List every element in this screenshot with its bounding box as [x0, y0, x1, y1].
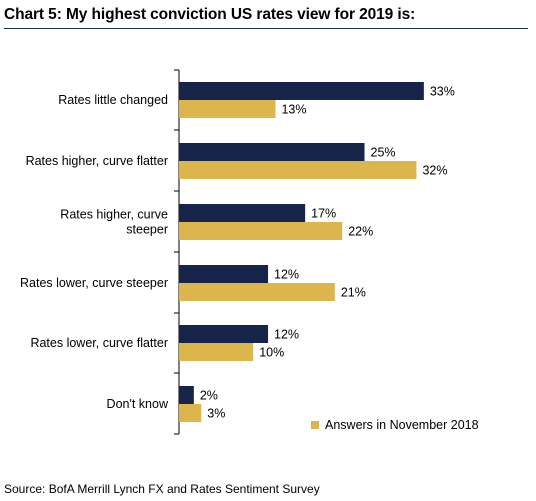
data-label: 33% [430, 85, 455, 99]
bar-november-2018 [179, 100, 276, 118]
bar-current [179, 265, 269, 283]
bar-november-2018 [179, 283, 335, 301]
data-label: 2% [200, 389, 218, 403]
bar-current [179, 82, 424, 100]
data-label: 3% [207, 407, 225, 421]
data-label: 17% [311, 207, 336, 221]
legend-swatch-november-2018 [311, 421, 319, 429]
bar-current [179, 204, 306, 222]
data-label: 21% [341, 286, 366, 300]
legend-label: Answers in November 2018 [325, 418, 479, 432]
category-label: Rates little changed [58, 93, 168, 107]
source-note: Source: BofA Merrill Lynch FX and Rates … [4, 482, 320, 496]
bar-november-2018 [179, 222, 343, 240]
bar-november-2018 [179, 343, 254, 361]
category-label: Rates higher, curve steeper [60, 208, 168, 237]
data-label: 32% [422, 164, 447, 178]
bar-current [179, 386, 194, 404]
bar-current [179, 143, 365, 161]
data-label: 12% [274, 268, 299, 282]
chart-title: Chart 5: My highest conviction US rates … [4, 6, 416, 23]
data-label: 22% [348, 225, 373, 239]
bar-current [179, 325, 269, 343]
data-label: 10% [259, 346, 284, 360]
bar-november-2018 [179, 404, 202, 422]
category-label: Rates lower, curve steeper [20, 276, 168, 290]
data-label: 13% [281, 103, 306, 117]
category-label: Rates lower, curve flatter [30, 336, 168, 350]
data-label: 25% [371, 146, 396, 160]
data-label: 12% [274, 328, 299, 342]
title-divider [4, 28, 528, 29]
category-label: Rates higher, curve flatter [26, 154, 168, 168]
category-label: Don't know [107, 397, 169, 411]
bar-november-2018 [179, 161, 417, 179]
